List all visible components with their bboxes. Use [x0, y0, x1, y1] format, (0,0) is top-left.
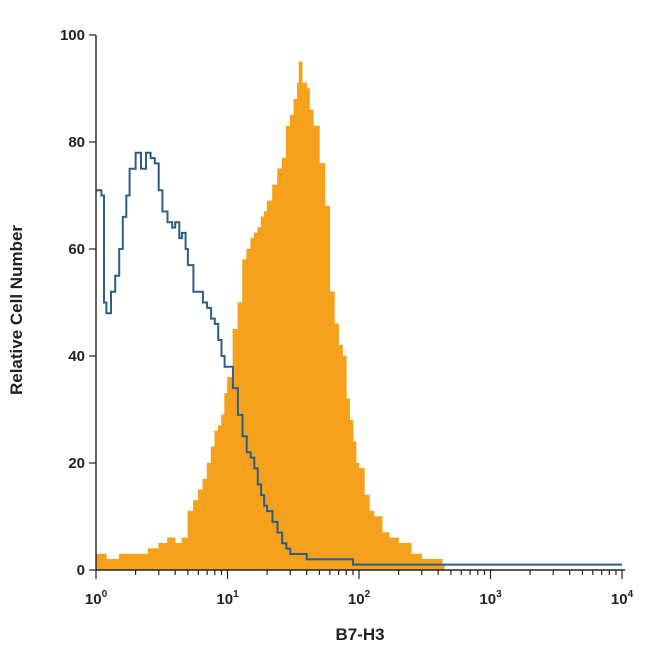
- y-tick-label: 20: [68, 455, 85, 472]
- y-ticks: 0 20 40 60 80 100: [60, 27, 96, 579]
- x-tick-label: 102: [348, 589, 371, 608]
- x-axis-title: B7-H3: [335, 625, 384, 644]
- x-tick-label: 100: [85, 589, 108, 608]
- plot-area: [95, 61, 622, 571]
- outline-histogram-series: [96, 151, 622, 566]
- y-tick-label: 100: [60, 27, 85, 44]
- x-tick-label: 103: [479, 589, 502, 608]
- y-tick-label: 60: [68, 241, 85, 258]
- x-tick-label: 104: [611, 589, 634, 608]
- x-tick-label: 101: [216, 589, 239, 608]
- x-ticks: 100 101 102 103 104: [85, 570, 634, 608]
- y-axis-title: Relative Cell Number: [7, 225, 26, 395]
- axes: [95, 35, 625, 571]
- y-tick-label: 0: [77, 562, 85, 579]
- y-tick-label: 80: [68, 134, 85, 151]
- filled-histogram-series: [95, 61, 445, 571]
- y-tick-label: 40: [68, 348, 85, 365]
